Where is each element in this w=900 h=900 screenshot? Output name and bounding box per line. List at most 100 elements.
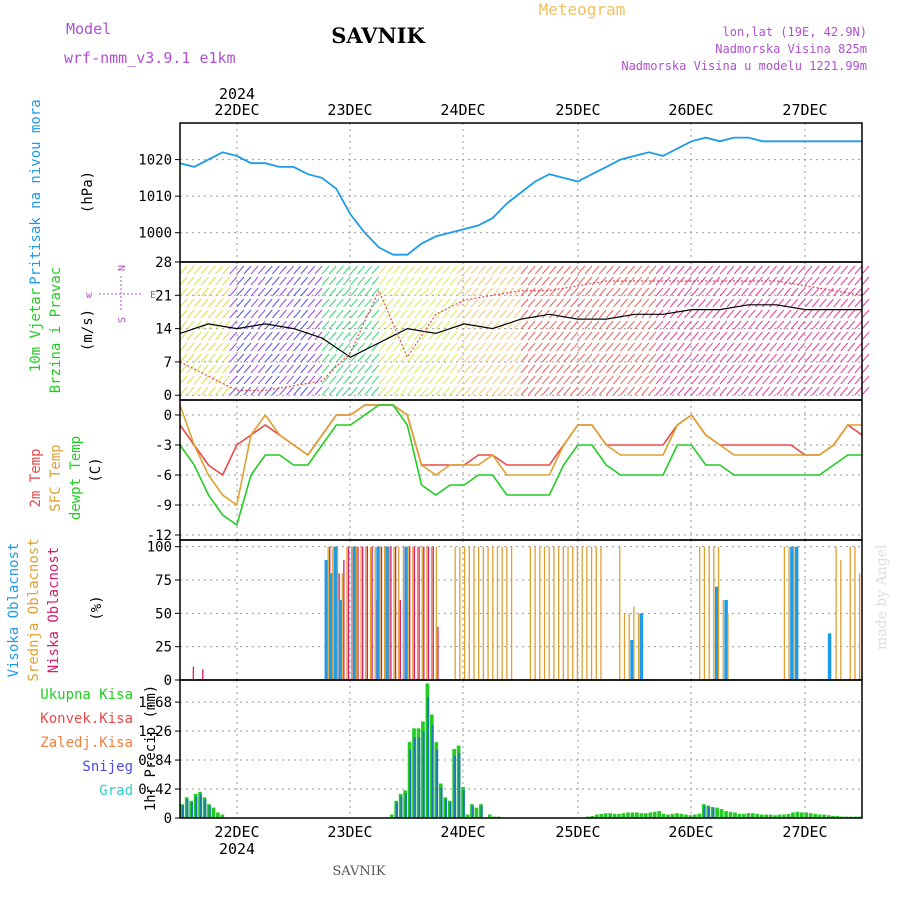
wind-barb — [676, 353, 685, 363]
wind-barb — [357, 386, 365, 396]
wind-barb — [691, 287, 699, 297]
tick-label: 28 — [155, 255, 172, 271]
wind-barb — [762, 375, 770, 385]
precip-bar — [617, 813, 621, 818]
wind-barb — [605, 309, 614, 319]
wind-barb — [826, 386, 834, 396]
station-title: SAVNIK — [331, 23, 425, 48]
precip-bar — [733, 812, 737, 818]
wind-barb — [286, 287, 294, 297]
wind-barb — [314, 265, 323, 275]
wind-barb — [350, 298, 358, 308]
wind-barb — [719, 353, 728, 363]
wind-barb — [783, 386, 792, 396]
wind-barb — [378, 287, 387, 297]
wind-barb — [179, 353, 188, 363]
wind-barb — [343, 375, 351, 385]
wind-barb — [591, 276, 600, 286]
wind-barb — [264, 331, 273, 341]
wind-barb — [847, 320, 856, 330]
wind-barb — [257, 276, 266, 286]
wind-barb — [705, 298, 714, 308]
wind-barb — [328, 331, 337, 341]
compass-letter: S — [117, 317, 128, 323]
wind-barb — [399, 342, 408, 352]
wind-barb — [705, 287, 714, 297]
wind-barb — [385, 309, 394, 319]
wind-barb — [406, 364, 415, 374]
cloud-bar-high — [404, 546, 409, 680]
wind-barb — [442, 331, 451, 341]
wind-barb — [449, 287, 458, 297]
wind-barb — [463, 331, 472, 341]
wind-barb — [541, 265, 550, 275]
wind-barb — [321, 342, 330, 352]
wind-barb — [854, 386, 863, 396]
wind-barb — [499, 298, 508, 308]
wind-barb — [378, 364, 387, 374]
wind-barb — [747, 375, 756, 385]
wind-barb — [783, 331, 792, 341]
precip-bar — [220, 814, 225, 818]
wind-barb — [733, 353, 742, 363]
wind-barb — [627, 342, 635, 352]
wind-barb — [804, 309, 813, 319]
precip-bar-snow — [395, 802, 398, 818]
wind-barb — [271, 364, 280, 374]
wind-barb — [534, 375, 543, 385]
wind-barb — [776, 353, 785, 363]
wind-barb — [719, 386, 728, 396]
wind-barb — [506, 386, 515, 396]
wind-barb — [193, 331, 202, 341]
wind-barb — [826, 375, 834, 385]
wind-barb — [541, 375, 550, 385]
precip-bar — [755, 813, 760, 818]
wind-barb — [655, 331, 664, 341]
wind-barb — [257, 309, 266, 319]
wind-barb — [676, 287, 685, 297]
wind-barb — [506, 342, 515, 352]
wind-barb — [264, 342, 273, 352]
wind-barb — [264, 276, 273, 286]
wind-barb — [513, 309, 522, 319]
wind-barb — [421, 331, 429, 341]
wind-barb — [577, 375, 586, 385]
wind-barb — [229, 386, 238, 396]
wind-barb — [676, 265, 685, 275]
precip-border — [179, 679, 863, 819]
wind-barb — [840, 375, 849, 385]
wind-barb — [229, 331, 238, 341]
wind-barb — [520, 287, 529, 297]
wind-barb — [556, 287, 564, 297]
wind-barb — [669, 320, 678, 330]
precip-bar-snow — [195, 796, 198, 818]
day-label: 22DEC — [214, 101, 259, 119]
wind-barb — [385, 342, 394, 352]
wind-barb — [492, 353, 500, 363]
wind-barb — [627, 265, 635, 275]
wind-barb — [378, 375, 387, 385]
wind-barb — [541, 276, 550, 286]
wind-barb — [200, 364, 209, 374]
wind-barb — [797, 265, 806, 275]
wind-barb — [328, 265, 337, 275]
wind-barb — [570, 331, 579, 341]
wind-barb — [293, 353, 302, 363]
wind-barb — [364, 265, 373, 275]
wind-barb — [470, 342, 479, 352]
wind-barb — [676, 375, 685, 385]
wind-barb — [456, 331, 465, 341]
wind-barb — [428, 276, 437, 286]
model-altitude-label: Nadmorska Visina u modelu 1221.99m — [621, 59, 867, 73]
tick-label: 1020 — [138, 153, 172, 169]
wind-barb — [847, 386, 856, 396]
precip-bar — [742, 813, 746, 818]
wind-barb — [541, 353, 550, 363]
wind-barb — [378, 265, 387, 275]
wind-barb — [414, 287, 422, 297]
wind-barb — [399, 320, 408, 330]
wind-barb — [200, 276, 209, 286]
wind-barb — [435, 276, 444, 286]
wind-barb — [435, 375, 444, 385]
wind-barb — [662, 353, 671, 363]
